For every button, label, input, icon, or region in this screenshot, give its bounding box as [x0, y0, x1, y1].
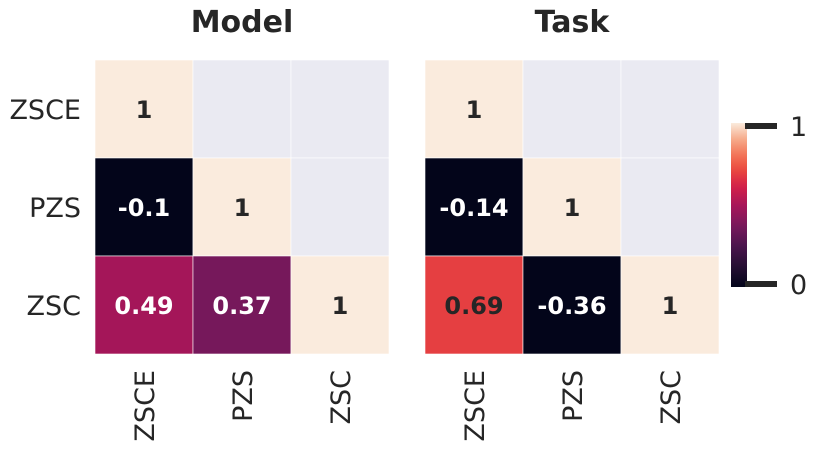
heatmap-cell — [620, 157, 720, 257]
heatmap-cell — [424, 59, 524, 159]
heatmap-cell — [424, 255, 524, 355]
y-tick-label: PZS — [29, 193, 81, 224]
heatmap-cell — [290, 59, 390, 159]
heatmap-cell — [620, 59, 720, 159]
heatmap-cell — [522, 59, 622, 159]
heatmap-cell — [192, 59, 292, 159]
cell-value-label: -0.1 — [118, 194, 170, 222]
colorbar — [731, 123, 747, 287]
heatmap-cell — [192, 255, 292, 355]
colorbar-tick-label: 1 — [790, 112, 807, 143]
cell-value-label: 1 — [466, 96, 483, 124]
cell-value-label: 1 — [136, 96, 153, 124]
y-tick-label: ZSCE — [9, 95, 81, 126]
x-tick-label: ZSC — [656, 370, 687, 425]
heatmap-cell — [424, 157, 524, 257]
x-tick-label: ZSCE — [130, 370, 161, 442]
cell-value-label: 1 — [564, 194, 581, 222]
x-tick-label: PZS — [228, 370, 259, 422]
cell-value-label: 1 — [234, 194, 251, 222]
cell-value-label: 0.49 — [114, 292, 173, 320]
heatmap-cell — [290, 157, 390, 257]
panel-title-0: Model — [191, 5, 294, 40]
y-tick-label: ZSC — [27, 291, 82, 322]
cell-value-label: 1 — [662, 292, 679, 320]
cell-value-label: 0.37 — [212, 292, 271, 320]
heatmap-cell — [192, 157, 292, 257]
panel-title-1: Task — [535, 5, 611, 40]
heatmap-cell — [620, 255, 720, 355]
colorbar-tick-label: 0 — [790, 270, 807, 301]
heatmap-cell — [94, 157, 194, 257]
heatmap-cell — [94, 59, 194, 159]
cell-value-label: -0.14 — [439, 194, 508, 222]
x-tick-label: PZS — [558, 370, 589, 422]
x-tick-label: ZSCE — [460, 370, 491, 442]
heatmap-cell — [94, 255, 194, 355]
cell-value-label: 0.69 — [444, 292, 503, 320]
x-tick-label: ZSC — [326, 370, 357, 425]
cell-value-label: 1 — [332, 292, 349, 320]
cell-value-label: -0.36 — [537, 292, 606, 320]
heatmap-cell — [290, 255, 390, 355]
